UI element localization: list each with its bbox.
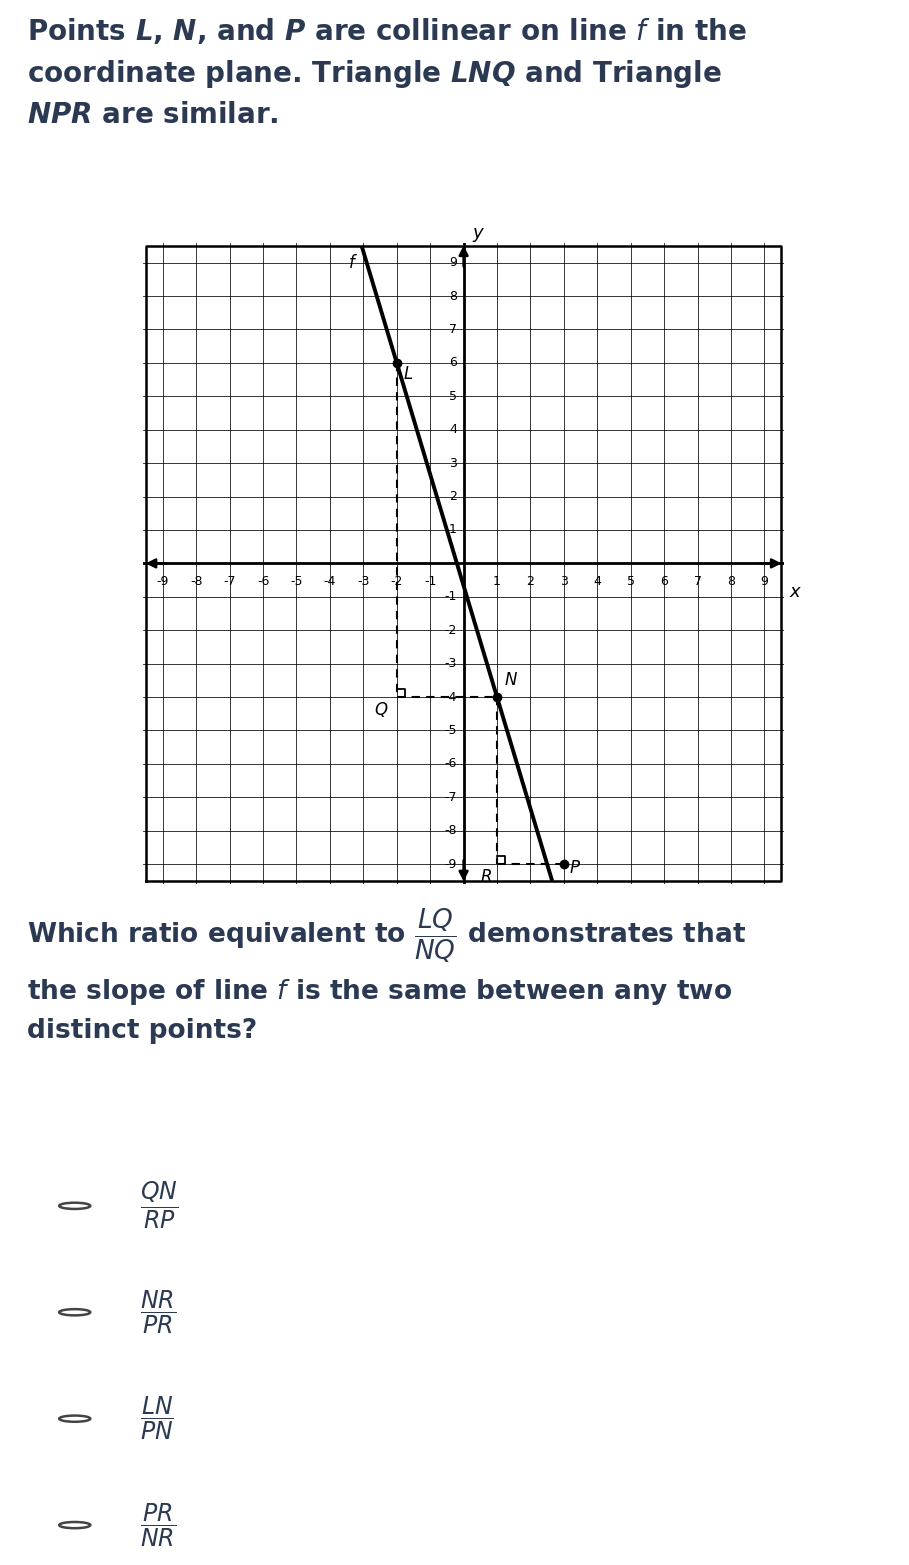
Text: -5: -5 <box>290 574 303 588</box>
Text: 4: 4 <box>449 423 457 437</box>
Text: Which ratio equivalent to $\dfrac{LQ}{NQ}$ demonstrates that
the slope of line $: Which ratio equivalent to $\dfrac{LQ}{NQ… <box>27 906 746 1044</box>
Text: $\dfrac{QN}{RP}$: $\dfrac{QN}{RP}$ <box>140 1180 178 1232</box>
Text: -2: -2 <box>445 624 457 637</box>
Text: 8: 8 <box>449 290 457 302</box>
Text: $x$: $x$ <box>789 584 803 601</box>
Text: $f$: $f$ <box>348 254 358 272</box>
Text: 7: 7 <box>694 574 702 588</box>
Text: $\dfrac{LN}{PN}$: $\dfrac{LN}{PN}$ <box>140 1394 174 1443</box>
Text: -7: -7 <box>224 574 236 588</box>
Text: -9: -9 <box>445 858 457 870</box>
Text: 2: 2 <box>526 574 534 588</box>
Text: $R$: $R$ <box>480 867 492 886</box>
Text: $Q$: $Q$ <box>374 701 388 720</box>
Text: -8: -8 <box>445 825 457 837</box>
Text: -6: -6 <box>445 757 457 770</box>
Text: 2: 2 <box>449 490 457 502</box>
Text: -1: -1 <box>445 590 457 604</box>
Text: -2: -2 <box>391 574 403 588</box>
Text: $y$: $y$ <box>472 227 485 244</box>
Text: -3: -3 <box>357 574 370 588</box>
Text: -4: -4 <box>445 690 457 704</box>
Text: -7: -7 <box>445 790 457 804</box>
Text: -1: -1 <box>424 574 436 588</box>
Text: 3: 3 <box>560 574 568 588</box>
Text: $L$: $L$ <box>403 365 413 382</box>
Text: -9: -9 <box>156 574 169 588</box>
Text: $P$: $P$ <box>569 859 581 876</box>
Text: 5: 5 <box>449 390 457 402</box>
Text: $\dfrac{PR}{NR}$: $\dfrac{PR}{NR}$ <box>140 1501 175 1549</box>
Text: -6: -6 <box>257 574 269 588</box>
Text: 1: 1 <box>493 574 501 588</box>
Text: 6: 6 <box>449 357 457 369</box>
Text: 1: 1 <box>449 523 457 537</box>
Text: 9: 9 <box>449 257 457 269</box>
Text: 5: 5 <box>626 574 634 588</box>
Text: 7: 7 <box>449 322 457 336</box>
Text: 9: 9 <box>761 574 768 588</box>
Text: -4: -4 <box>324 574 336 588</box>
Text: 6: 6 <box>660 574 668 588</box>
Text: 3: 3 <box>449 457 457 470</box>
Text: $\dfrac{NR}{PR}$: $\dfrac{NR}{PR}$ <box>140 1288 175 1337</box>
Text: 4: 4 <box>594 574 601 588</box>
Text: -5: -5 <box>445 725 457 737</box>
Text: $N$: $N$ <box>504 671 518 689</box>
Text: -8: -8 <box>190 574 203 588</box>
Text: Points $\boldsymbol{L}$, $\boldsymbol{N}$, and $\boldsymbol{P}$ are collinear on: Points $\boldsymbol{L}$, $\boldsymbol{N}… <box>27 16 747 128</box>
Text: -3: -3 <box>445 657 457 670</box>
Text: 8: 8 <box>727 574 735 588</box>
